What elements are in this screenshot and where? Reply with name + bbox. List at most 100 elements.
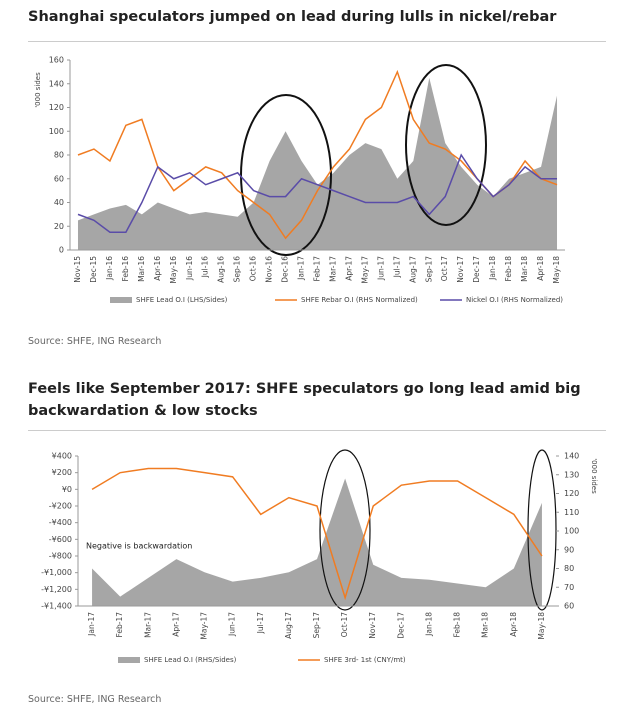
y-tick-label: -¥400 [49, 518, 72, 527]
x-tick-label: Jun-16 [185, 256, 194, 281]
x-tick-label: Apr-17 [344, 256, 353, 281]
y-tick-label: 0 [59, 246, 64, 255]
y-tick-label: 120 [49, 103, 64, 112]
y-tick-label: -¥1,200 [41, 585, 72, 594]
x-tick-label: Jul-16 [201, 256, 210, 279]
y2-tick-label: 70 [564, 583, 574, 592]
source: Source: SHFE, ING Research [28, 694, 162, 705]
y-axis-label: '000 sides [34, 72, 42, 108]
x-tick-label: Dec-17 [396, 612, 405, 639]
x-tick-label: May-18 [552, 256, 561, 284]
y-tick-label: ¥400 [52, 452, 72, 461]
legend-label: SHFE Lead O.I (RHS/Sides) [144, 656, 237, 664]
x-tick-label: Nov-16 [265, 256, 274, 283]
y-tick-label: -¥800 [49, 552, 72, 561]
y-tick-label: 160 [49, 56, 64, 65]
legend-label: SHFE 3rd- 1st (CNY/mt) [324, 656, 406, 664]
chart-title: Shanghai speculators jumped on lead duri… [28, 9, 557, 25]
x-tick-label: Jan-16 [105, 256, 114, 281]
x-tick-label: May-17 [200, 612, 209, 640]
y2-tick-label: 110 [564, 508, 579, 517]
x-tick-label: Mar-17 [143, 612, 152, 638]
x-tick-label: Dec-16 [281, 256, 290, 283]
y2-tick-label: 120 [564, 489, 579, 498]
x-tick-label: Mar-18 [481, 612, 490, 638]
x-tick-label: Sep-16 [233, 256, 242, 283]
y2-tick-label: 90 [564, 545, 574, 554]
x-tick-label: Nov-15 [73, 256, 82, 283]
x-tick-label: Jan-18 [424, 612, 433, 637]
legend-label: Nickel O.I (RHS Normalized) [466, 296, 563, 304]
y-tick-label: ¥0 [62, 485, 72, 494]
legend-swatch [110, 297, 132, 303]
highlight-ellipse [240, 94, 332, 256]
y2-tick-label: 100 [564, 527, 579, 536]
y-tick-label: -¥600 [49, 535, 72, 544]
x-tick-label: Dec-17 [472, 256, 481, 283]
y2-tick-label: 60 [564, 602, 574, 611]
y-tick-label: 60 [54, 174, 64, 183]
legend-label: SHFE Rebar O.I (RHS Normalized) [301, 296, 418, 304]
x-tick-label: Jun-17 [376, 256, 385, 281]
x-tick-label: Mar-17 [328, 256, 337, 282]
x-tick-label: Jan-17 [87, 612, 96, 637]
x-tick-label: May-17 [360, 256, 369, 284]
source: Source: SHFE, ING Research [28, 336, 162, 347]
divider [28, 41, 606, 42]
x-tick-label: May-18 [537, 612, 546, 640]
annotation: Negative is backwardation [86, 542, 192, 551]
x-tick-label: Aug-17 [284, 612, 293, 639]
chart: ¥400 ¥200 ¥0 -¥200 -¥400 -¥600 -¥800 -¥1,000 -¥1… [41, 449, 598, 664]
x-tick-label: Jul-17 [256, 612, 265, 635]
x-tick-label: Mar-18 [520, 256, 529, 282]
highlight-ellipse [527, 449, 557, 611]
x-tick-label: Apr-18 [509, 612, 518, 637]
chart: 0 20 40 60 80 100 120 140 160 '000 sides Nov-15 Dec… [34, 56, 565, 304]
y-tick-label: 40 [54, 198, 64, 207]
y-tick-label: 100 [49, 127, 64, 136]
x-tick-label: Sep-17 [312, 612, 321, 639]
x-tick-label: Nov-17 [368, 612, 377, 639]
y2-tick-label: 130 [564, 470, 579, 479]
x-tick-label: Oct-17 [340, 612, 349, 637]
y-tick-label: 20 [54, 222, 64, 231]
x-tick-label: Feb-17 [313, 256, 322, 282]
line [91, 467, 543, 601]
x-tick-label: Apr-18 [536, 256, 545, 281]
x-tick-label: Dec-15 [89, 256, 98, 283]
legend-swatch [118, 657, 140, 663]
x-tick-label: Feb-17 [115, 612, 124, 638]
area [77, 77, 558, 250]
x-tick-label: Apr-17 [171, 612, 180, 637]
x-tick-label: Feb-18 [504, 256, 513, 282]
line [77, 153, 558, 233]
x-tick-label: Feb-18 [453, 612, 462, 638]
x-tick-label: Feb-16 [121, 256, 130, 282]
x-tick-label: Aug-17 [408, 256, 417, 283]
y-tick-label: -¥200 [49, 502, 72, 511]
y-tick-label: -¥1,000 [41, 568, 72, 577]
x-tick-label: Oct-17 [440, 256, 449, 281]
y-tick-label: 140 [49, 79, 64, 88]
x-tick-label: Jul-17 [392, 256, 401, 279]
y-tick-label: ¥200 [52, 468, 72, 477]
x-tick-label: Apr-16 [153, 256, 162, 281]
x-tick-label: May-16 [169, 256, 178, 284]
x-tick-label: Jun-17 [228, 612, 237, 637]
y-tick-label: 80 [54, 151, 64, 160]
x-tick-label: Nov-17 [456, 256, 465, 283]
x-tick-label: Jan-18 [488, 256, 497, 281]
y-tick-label: -¥1,400 [41, 602, 72, 611]
highlight-ellipse [405, 64, 487, 226]
x-tick-label: Oct-16 [249, 256, 258, 281]
divider [28, 430, 606, 431]
highlight-ellipse [319, 449, 371, 611]
x-tick-label: Mar-16 [137, 256, 146, 282]
y2-tick-label: 80 [564, 564, 574, 573]
y2-axis-label: '000 sides [590, 458, 598, 494]
x-tick-label: Jan-17 [297, 256, 306, 281]
y2-tick-label: 140 [564, 452, 579, 461]
x-tick-label: Aug-16 [217, 256, 226, 283]
chart-title: Feels like September 2017: SHFE speculat… [28, 381, 581, 419]
